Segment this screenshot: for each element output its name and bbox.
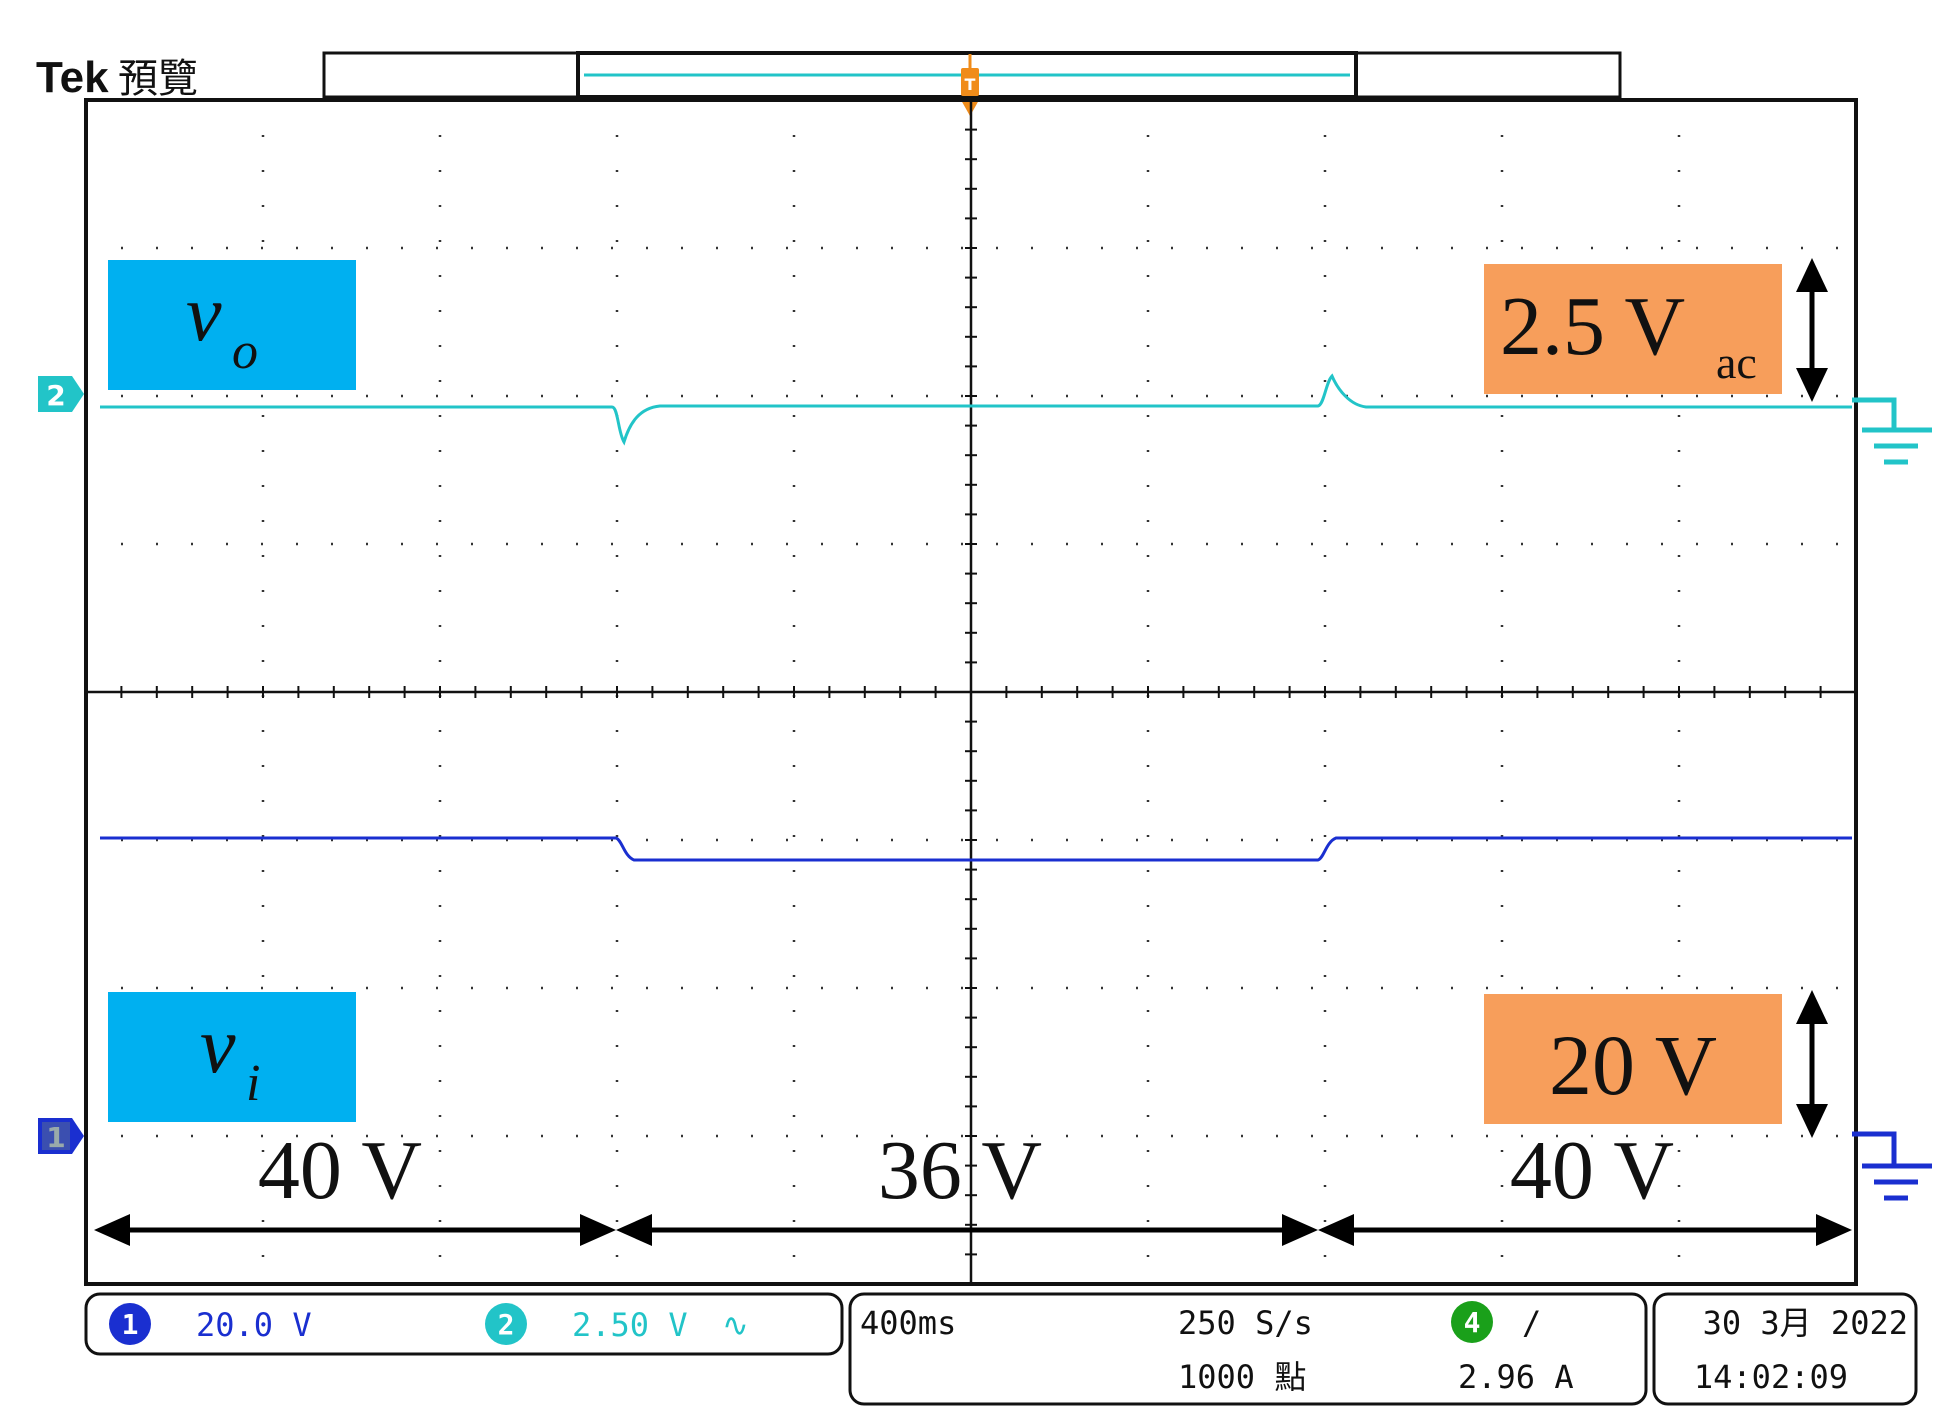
vi-subscript: i	[246, 1055, 260, 1112]
ch2-scale-arrow	[1796, 258, 1828, 402]
segment-arrows	[94, 1214, 1852, 1246]
ch1-ground-marker[interactable]: 1	[38, 1118, 84, 1154]
date-readout: 30 3月 2022	[1703, 1304, 1908, 1342]
ch2-scale-box	[1484, 264, 1782, 394]
channel-readout-panel[interactable]: 1 20.0 V 2 2.50 V ∿	[84, 1292, 844, 1356]
ch2-badge-icon	[485, 1303, 527, 1345]
trigger-position-marker[interactable]: T	[961, 54, 979, 116]
trigger-marker-label: T	[965, 75, 976, 94]
timebase-readout[interactable]: 400ms	[860, 1304, 956, 1342]
ch1-marker-label: 1	[46, 1121, 65, 1154]
time-readout: 14:02:09	[1694, 1358, 1848, 1396]
rising-edge-icon: /	[1522, 1304, 1541, 1342]
ch2-scale-annotation: 2.5 V	[1500, 280, 1685, 373]
ch2-marker-label: 2	[46, 379, 65, 412]
ch1-scale-readout[interactable]: 20.0 V	[196, 1306, 312, 1344]
graticule-frame	[84, 98, 1858, 1286]
ch1-waveform	[100, 836, 1852, 862]
ch1-badge-label: 1	[122, 1308, 139, 1341]
vi-label-box	[108, 992, 356, 1122]
record-length-readout: 1000 點	[1178, 1358, 1306, 1396]
segment-label-3: 40 V	[1510, 1124, 1674, 1217]
vi-label: v	[200, 1002, 236, 1090]
ch4-badge-icon	[1451, 1301, 1493, 1343]
ch1-scale-arrow	[1796, 990, 1828, 1138]
brand-label: Tek	[36, 53, 109, 102]
ch2-badge-label: 2	[498, 1308, 515, 1341]
segment-label-1: 40 V	[258, 1124, 422, 1217]
ch1-ground-icon	[1852, 1131, 1932, 1201]
ch1-scale-annotation: 20 V	[1549, 1017, 1717, 1113]
datetime-panel: 30 3月 2022 14:02:09	[1652, 1292, 1918, 1406]
ch2-scale-readout[interactable]: 2.50 V	[572, 1306, 688, 1344]
trigger-level-readout[interactable]: 2.96 A	[1458, 1358, 1574, 1396]
ch2-waveform	[100, 373, 1852, 446]
graticule	[85, 99, 1856, 1285]
segment-label-2: 36 V	[878, 1124, 1042, 1217]
ch2-scale-subscript: ac	[1716, 337, 1757, 388]
acquisition-readout-panel[interactable]: 400ms 250 S/s 1000 點 4 / 2.96 A	[848, 1292, 1648, 1406]
trigger-source-label: 4	[1464, 1306, 1481, 1339]
ch2-ground-icon	[1852, 397, 1932, 465]
vo-label-box	[108, 260, 356, 390]
ac-coupling-icon: ∿	[722, 1306, 749, 1344]
ch1-badge-icon	[109, 1303, 151, 1345]
sample-rate-readout: 250 S/s	[1178, 1304, 1313, 1342]
ch1-scale-box	[1484, 994, 1782, 1124]
mode-label: 預覽	[118, 56, 198, 102]
vo-label: v	[186, 270, 222, 358]
vo-subscript: o	[232, 323, 258, 380]
ch2-ground-marker[interactable]: 2	[38, 376, 84, 412]
